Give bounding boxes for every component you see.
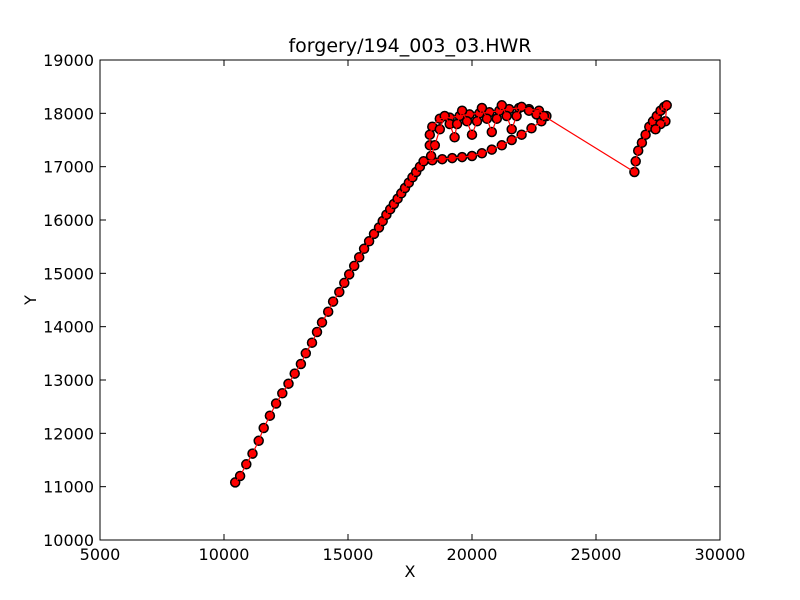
y-tick-label: 19000 — [43, 51, 94, 70]
series-line — [234, 103, 668, 483]
y-axis-label: Y — [21, 295, 40, 306]
y-tick-label: 14000 — [43, 318, 94, 337]
x-tick-label: 5000 — [80, 545, 121, 564]
chart-title: forgery/194_003_03.HWR — [288, 35, 531, 57]
x-tick-label: 10000 — [199, 545, 250, 564]
y-tick-label: 12000 — [43, 424, 94, 443]
plot-frame — [99, 59, 721, 541]
y-tick-label: 15000 — [43, 264, 94, 283]
ticks-group: 5000 10000 15000 20000 25000 3000010000110001… — [43, 51, 745, 564]
x-tick-label: 20000 — [447, 545, 498, 564]
y-tick-label: 10000 — [43, 531, 94, 550]
y-tick-label: 18000 — [43, 104, 94, 123]
y-tick-label: 17000 — [43, 158, 94, 177]
plot-data-group — [229, 100, 672, 488]
x-tick-label: 25000 — [571, 545, 622, 564]
y-tick-label: 13000 — [43, 371, 94, 390]
y-tick-label: 11000 — [43, 478, 94, 497]
x-tick-label: 30000 — [695, 545, 746, 564]
x-axis-label: X — [405, 562, 416, 581]
x-tick-label: 15000 — [323, 545, 374, 564]
y-tick-label: 16000 — [43, 211, 94, 230]
plot-area — [100, 60, 720, 540]
